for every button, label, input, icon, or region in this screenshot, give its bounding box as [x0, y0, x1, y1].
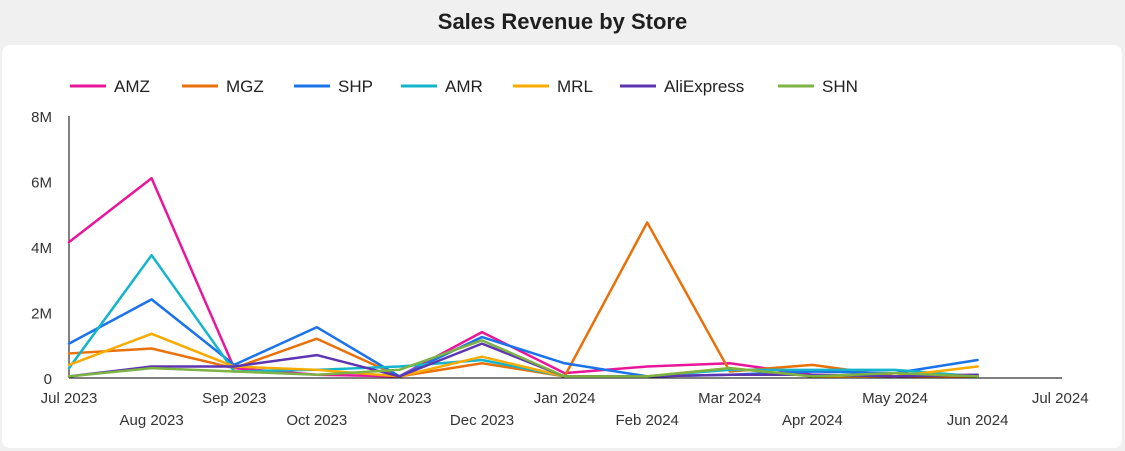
chart-title: Sales Revenue by Store — [437, 9, 688, 34]
chart-card — [2, 45, 1122, 448]
x-tick-label: Jun 2024 — [947, 412, 1009, 429]
legend-label-shn[interactable]: SHN — [822, 77, 858, 96]
legend-label-amz[interactable]: AMZ — [114, 77, 150, 96]
x-tick-label: Feb 2024 — [616, 412, 679, 429]
x-tick-label: Dec 2023 — [450, 412, 514, 429]
x-tick-label: Nov 2023 — [367, 390, 431, 407]
y-tick-label: 4M — [31, 240, 52, 257]
y-tick-label: 0 — [44, 371, 52, 388]
legend-label-mgz[interactable]: MGZ — [226, 77, 264, 96]
x-tick-label: May 2024 — [862, 390, 928, 407]
series-line-mgz — [67, 221, 979, 378]
x-tick-label: Oct 2023 — [286, 412, 347, 429]
x-tick-label: Jul 2024 — [1032, 390, 1089, 407]
x-tick-label: Mar 2024 — [698, 390, 761, 407]
legend-label-shp[interactable]: SHP — [338, 77, 373, 96]
x-tick-label: Jul 2023 — [41, 390, 98, 407]
legend: AMZ MGZ SHP AMR MRL AliExpress SHN — [70, 77, 858, 96]
x-tick-label: Aug 2023 — [119, 412, 183, 429]
legend-label-amr[interactable]: AMR — [445, 77, 483, 96]
series-line-shn — [67, 339, 979, 378]
y-tick-label: 2M — [31, 306, 52, 323]
x-tick-label: Jan 2024 — [534, 390, 596, 407]
axes: 0 2M 4M 6M 8M Jul 2023 Aug 2023 Sep 2023 Oct 202… — [31, 109, 1088, 429]
x-tick-label: Sep 2023 — [202, 390, 266, 407]
legend-label-mrl[interactable]: MRL — [557, 77, 593, 96]
series-lines — [67, 176, 979, 378]
y-tick-label: 8M — [31, 109, 52, 126]
y-tick-label: 6M — [31, 175, 52, 192]
legend-label-aliexpress[interactable]: AliExpress — [664, 77, 744, 96]
x-tick-label: Apr 2024 — [782, 412, 843, 429]
series-line-amz — [67, 176, 979, 378]
series-line-amr — [67, 253, 979, 378]
series-line-shp — [67, 298, 979, 378]
